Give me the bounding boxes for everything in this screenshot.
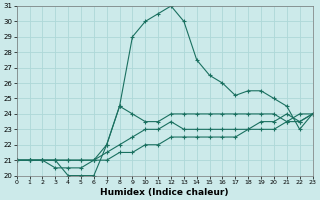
- X-axis label: Humidex (Indice chaleur): Humidex (Indice chaleur): [100, 188, 229, 197]
